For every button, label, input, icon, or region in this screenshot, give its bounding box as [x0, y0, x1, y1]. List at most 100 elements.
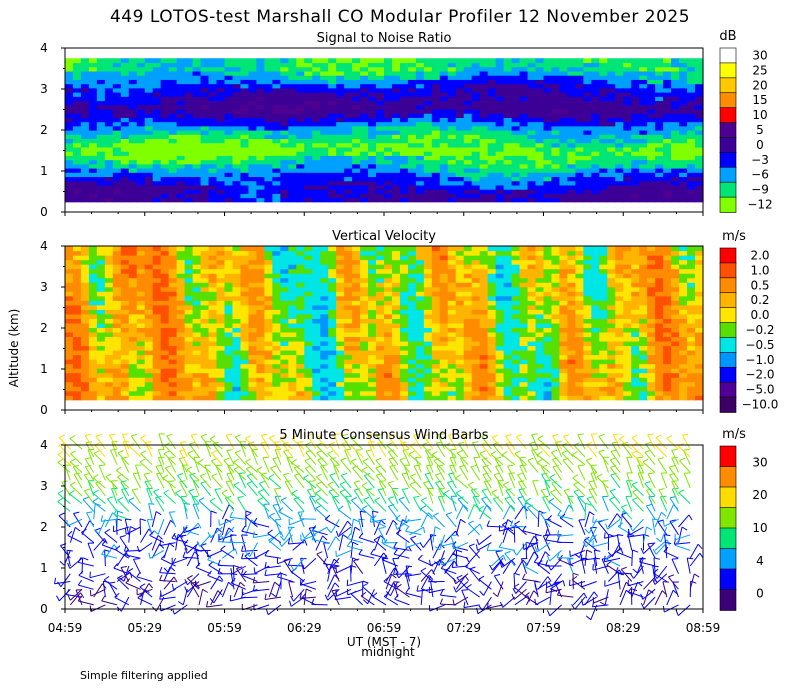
- heat-cell: [200, 189, 210, 194]
- heat-cell: [304, 125, 313, 131]
- heat-cell: [65, 172, 74, 178]
- heat-cell: [479, 159, 489, 165]
- heat-cell: [376, 108, 385, 114]
- heat-cell: [455, 273, 465, 279]
- heat-cell: [352, 322, 361, 328]
- heat-cell: [463, 70, 473, 76]
- heat-cell: [463, 363, 473, 369]
- heat-cell: [583, 363, 592, 369]
- heat-cell: [384, 246, 393, 252]
- heat-cell: [208, 142, 218, 148]
- heat-cell: [184, 66, 194, 72]
- heat-cell: [352, 130, 361, 135]
- heat-cell: [176, 359, 186, 365]
- heat-cell: [360, 180, 369, 186]
- heat-cell: [352, 381, 361, 387]
- heat-cell: [88, 268, 98, 274]
- heat-cell: [288, 273, 297, 279]
- heat-cell: [583, 286, 592, 292]
- heat-cell: [543, 113, 553, 118]
- heat-cell: [543, 331, 553, 338]
- heat-cell: [120, 87, 130, 93]
- heat-cell: [248, 318, 257, 324]
- heat-cell: [256, 273, 265, 279]
- heat-cell: [543, 372, 553, 378]
- heat-cell: [224, 354, 234, 360]
- heat-cell: [288, 163, 297, 169]
- heat-cell: [487, 113, 497, 118]
- heat-cell: [144, 268, 154, 274]
- heat-cell: [407, 259, 417, 265]
- heat-cell: [376, 395, 385, 401]
- heat-cell: [152, 155, 162, 161]
- heat-cell: [120, 159, 130, 165]
- heat-cell: [240, 313, 250, 319]
- heat-cell: [415, 295, 425, 301]
- heat-cell: [312, 286, 321, 292]
- heat-cell: [575, 268, 584, 274]
- heat-cell: [655, 92, 664, 97]
- heat-cell: [567, 108, 576, 114]
- heat-cell: [128, 282, 138, 288]
- heat-cell: [535, 189, 545, 194]
- heat-cell: [200, 304, 210, 310]
- heat-cell: [192, 377, 202, 383]
- heat-cell: [431, 104, 441, 110]
- heat-cell: [519, 277, 529, 283]
- heat-cell: [535, 87, 545, 93]
- heat-cell: [511, 318, 521, 324]
- heat-cell: [208, 291, 218, 297]
- heat-cell: [647, 134, 656, 140]
- heat-cell: [336, 62, 345, 68]
- heat-cell: [615, 92, 624, 97]
- heat-cell: [296, 142, 305, 148]
- heat-cell: [447, 377, 457, 383]
- heat-cell: [112, 172, 122, 178]
- heat-cell: [65, 151, 74, 156]
- heat-cell: [240, 79, 250, 85]
- heat-cell: [320, 189, 329, 194]
- heat-cell: [96, 96, 106, 102]
- heat-cell: [439, 189, 449, 194]
- heat-cell: [200, 197, 210, 203]
- heat-cell: [240, 138, 250, 144]
- heat-cell: [663, 104, 672, 110]
- heat-cell: [559, 395, 569, 401]
- heat-cell: [447, 300, 457, 306]
- heat-cell: [152, 58, 162, 64]
- heat-cell: [65, 345, 74, 351]
- heat-cell: [439, 363, 449, 369]
- heat-cell: [240, 381, 250, 387]
- heat-cell: [519, 350, 529, 356]
- heat-cell: [192, 390, 202, 396]
- heat-cell: [559, 151, 569, 156]
- heat-cell: [376, 138, 385, 144]
- heat-cell: [184, 146, 194, 152]
- heat-cell: [455, 350, 465, 356]
- heat-cell: [559, 390, 569, 396]
- heat-cell: [647, 138, 656, 144]
- heat-cell: [184, 372, 194, 378]
- heat-cell: [399, 180, 409, 186]
- heat-cell: [471, 377, 481, 383]
- heat-cell: [168, 87, 178, 93]
- heat-cell: [583, 359, 592, 365]
- heat-cell: [312, 304, 321, 310]
- heat-cell: [152, 345, 162, 351]
- heat-cell: [216, 322, 226, 328]
- heat-cell: [96, 193, 106, 199]
- heat-cell: [431, 354, 441, 360]
- heat-cell: [296, 197, 305, 203]
- heat-cell: [415, 309, 425, 315]
- heat-cell: [415, 259, 425, 265]
- heat-cell: [240, 58, 250, 64]
- heat-cell: [128, 176, 138, 182]
- heat-cell: [368, 79, 377, 85]
- heat-cell: [184, 363, 194, 369]
- heat-cell: [72, 113, 82, 118]
- heat-cell: [272, 273, 281, 279]
- heat-cell: [591, 264, 600, 270]
- heat-cell: [463, 259, 473, 265]
- heat-cell: [280, 277, 289, 283]
- heat-cell: [224, 75, 234, 80]
